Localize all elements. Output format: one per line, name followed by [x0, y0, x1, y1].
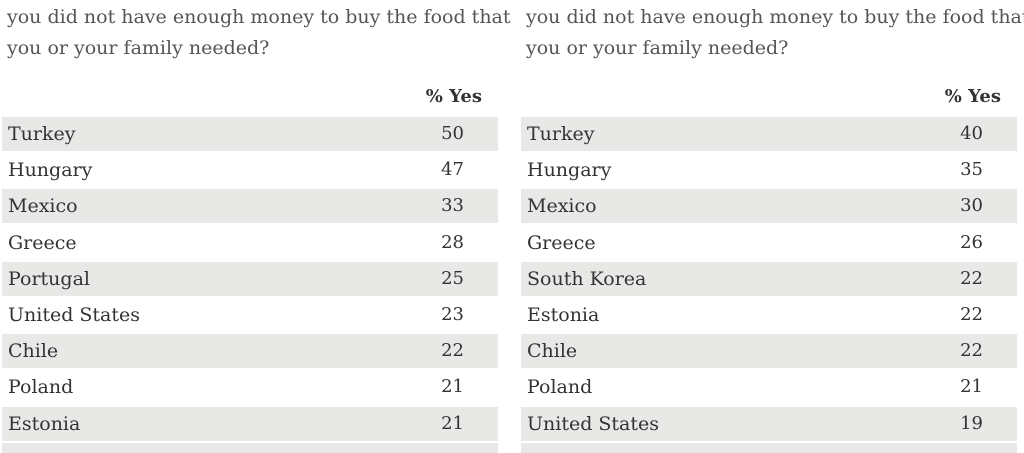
table-row-cutoff	[521, 442, 1017, 453]
percent-yes-value: 40	[960, 123, 983, 144]
table-row: Greece 26	[521, 226, 1017, 260]
table-row: United States 19	[521, 406, 1017, 441]
country-name: Mexico	[527, 195, 597, 218]
percent-yes-value: 50	[441, 123, 464, 144]
table-row: Turkey 50	[2, 117, 498, 151]
country-name: Hungary	[8, 159, 93, 182]
table-row: Poland 21	[521, 370, 1017, 404]
country-name: South Korea	[527, 267, 647, 290]
country-name: Turkey	[8, 123, 76, 145]
table-row-cutoff	[2, 442, 498, 453]
percent-yes-value: 19	[960, 412, 983, 434]
percent-yes-value: 47	[441, 159, 464, 181]
question-line-2: you or your family needed?	[7, 37, 270, 59]
percent-yes-value: 33	[441, 195, 464, 217]
country-name: Estonia	[8, 412, 81, 435]
table-row: Hungary 35	[521, 153, 1017, 187]
country-name: Mexico	[8, 195, 78, 218]
country-name: United States	[8, 304, 141, 326]
table-row: Hungary 47	[2, 153, 498, 187]
percent-yes-value: 35	[960, 159, 983, 181]
country-name: Hungary	[527, 159, 612, 182]
table-row: Portugal 25	[2, 261, 498, 296]
percent-yes-value: 25	[441, 267, 464, 289]
country-name: Greece	[8, 231, 77, 254]
percent-yes-value: 30	[960, 195, 983, 217]
question-text: you did not have enough money to buy the…	[526, 2, 1024, 64]
percent-yes-value: 23	[441, 304, 464, 325]
table-row: Chile 22	[521, 334, 1017, 369]
percent-yes-value: 22	[960, 267, 983, 289]
table-row: Mexico 33	[2, 189, 498, 224]
table-row: Estonia 21	[2, 406, 498, 441]
country-name: Chile	[527, 340, 578, 363]
country-name: Poland	[527, 376, 593, 399]
percent-yes-value: 22	[441, 340, 464, 362]
table-row: South Korea 22	[521, 261, 1017, 296]
percent-yes-value: 22	[960, 340, 983, 362]
percent-yes-value: 21	[960, 376, 983, 398]
column-header-yes: % Yes	[944, 86, 1001, 107]
percent-yes-value: 28	[441, 231, 464, 253]
table-row: Estonia 22	[521, 298, 1017, 332]
percent-yes-value: 21	[441, 376, 464, 398]
country-name: Poland	[8, 376, 74, 399]
country-name: United States	[527, 412, 660, 435]
table-row: Poland 21	[2, 370, 498, 404]
table-header: % Yes	[2, 84, 498, 110]
question-text: you did not have enough money to buy the…	[7, 2, 511, 64]
country-name: Greece	[527, 231, 596, 254]
question-line-2: you or your family needed?	[526, 37, 789, 59]
table-row: Mexico 30	[521, 189, 1017, 224]
table-row: United States 23	[2, 298, 498, 332]
country-name: Portugal	[8, 267, 90, 290]
country-name: Turkey	[527, 123, 595, 145]
table-row: Turkey 40	[521, 117, 1017, 151]
table-row: Greece 28	[2, 226, 498, 260]
percent-yes-value: 21	[441, 412, 464, 434]
percent-yes-value: 26	[960, 231, 983, 253]
percent-yes-value: 22	[960, 304, 983, 325]
question-line-1: you did not have enough money to buy the…	[526, 6, 1024, 28]
country-name: Chile	[8, 340, 59, 363]
table-header: % Yes	[521, 84, 1017, 110]
country-name: Estonia	[527, 304, 600, 326]
table-row: Chile 22	[2, 334, 498, 369]
question-line-1: you did not have enough money to buy the…	[7, 6, 511, 28]
column-header-yes: % Yes	[425, 86, 482, 107]
